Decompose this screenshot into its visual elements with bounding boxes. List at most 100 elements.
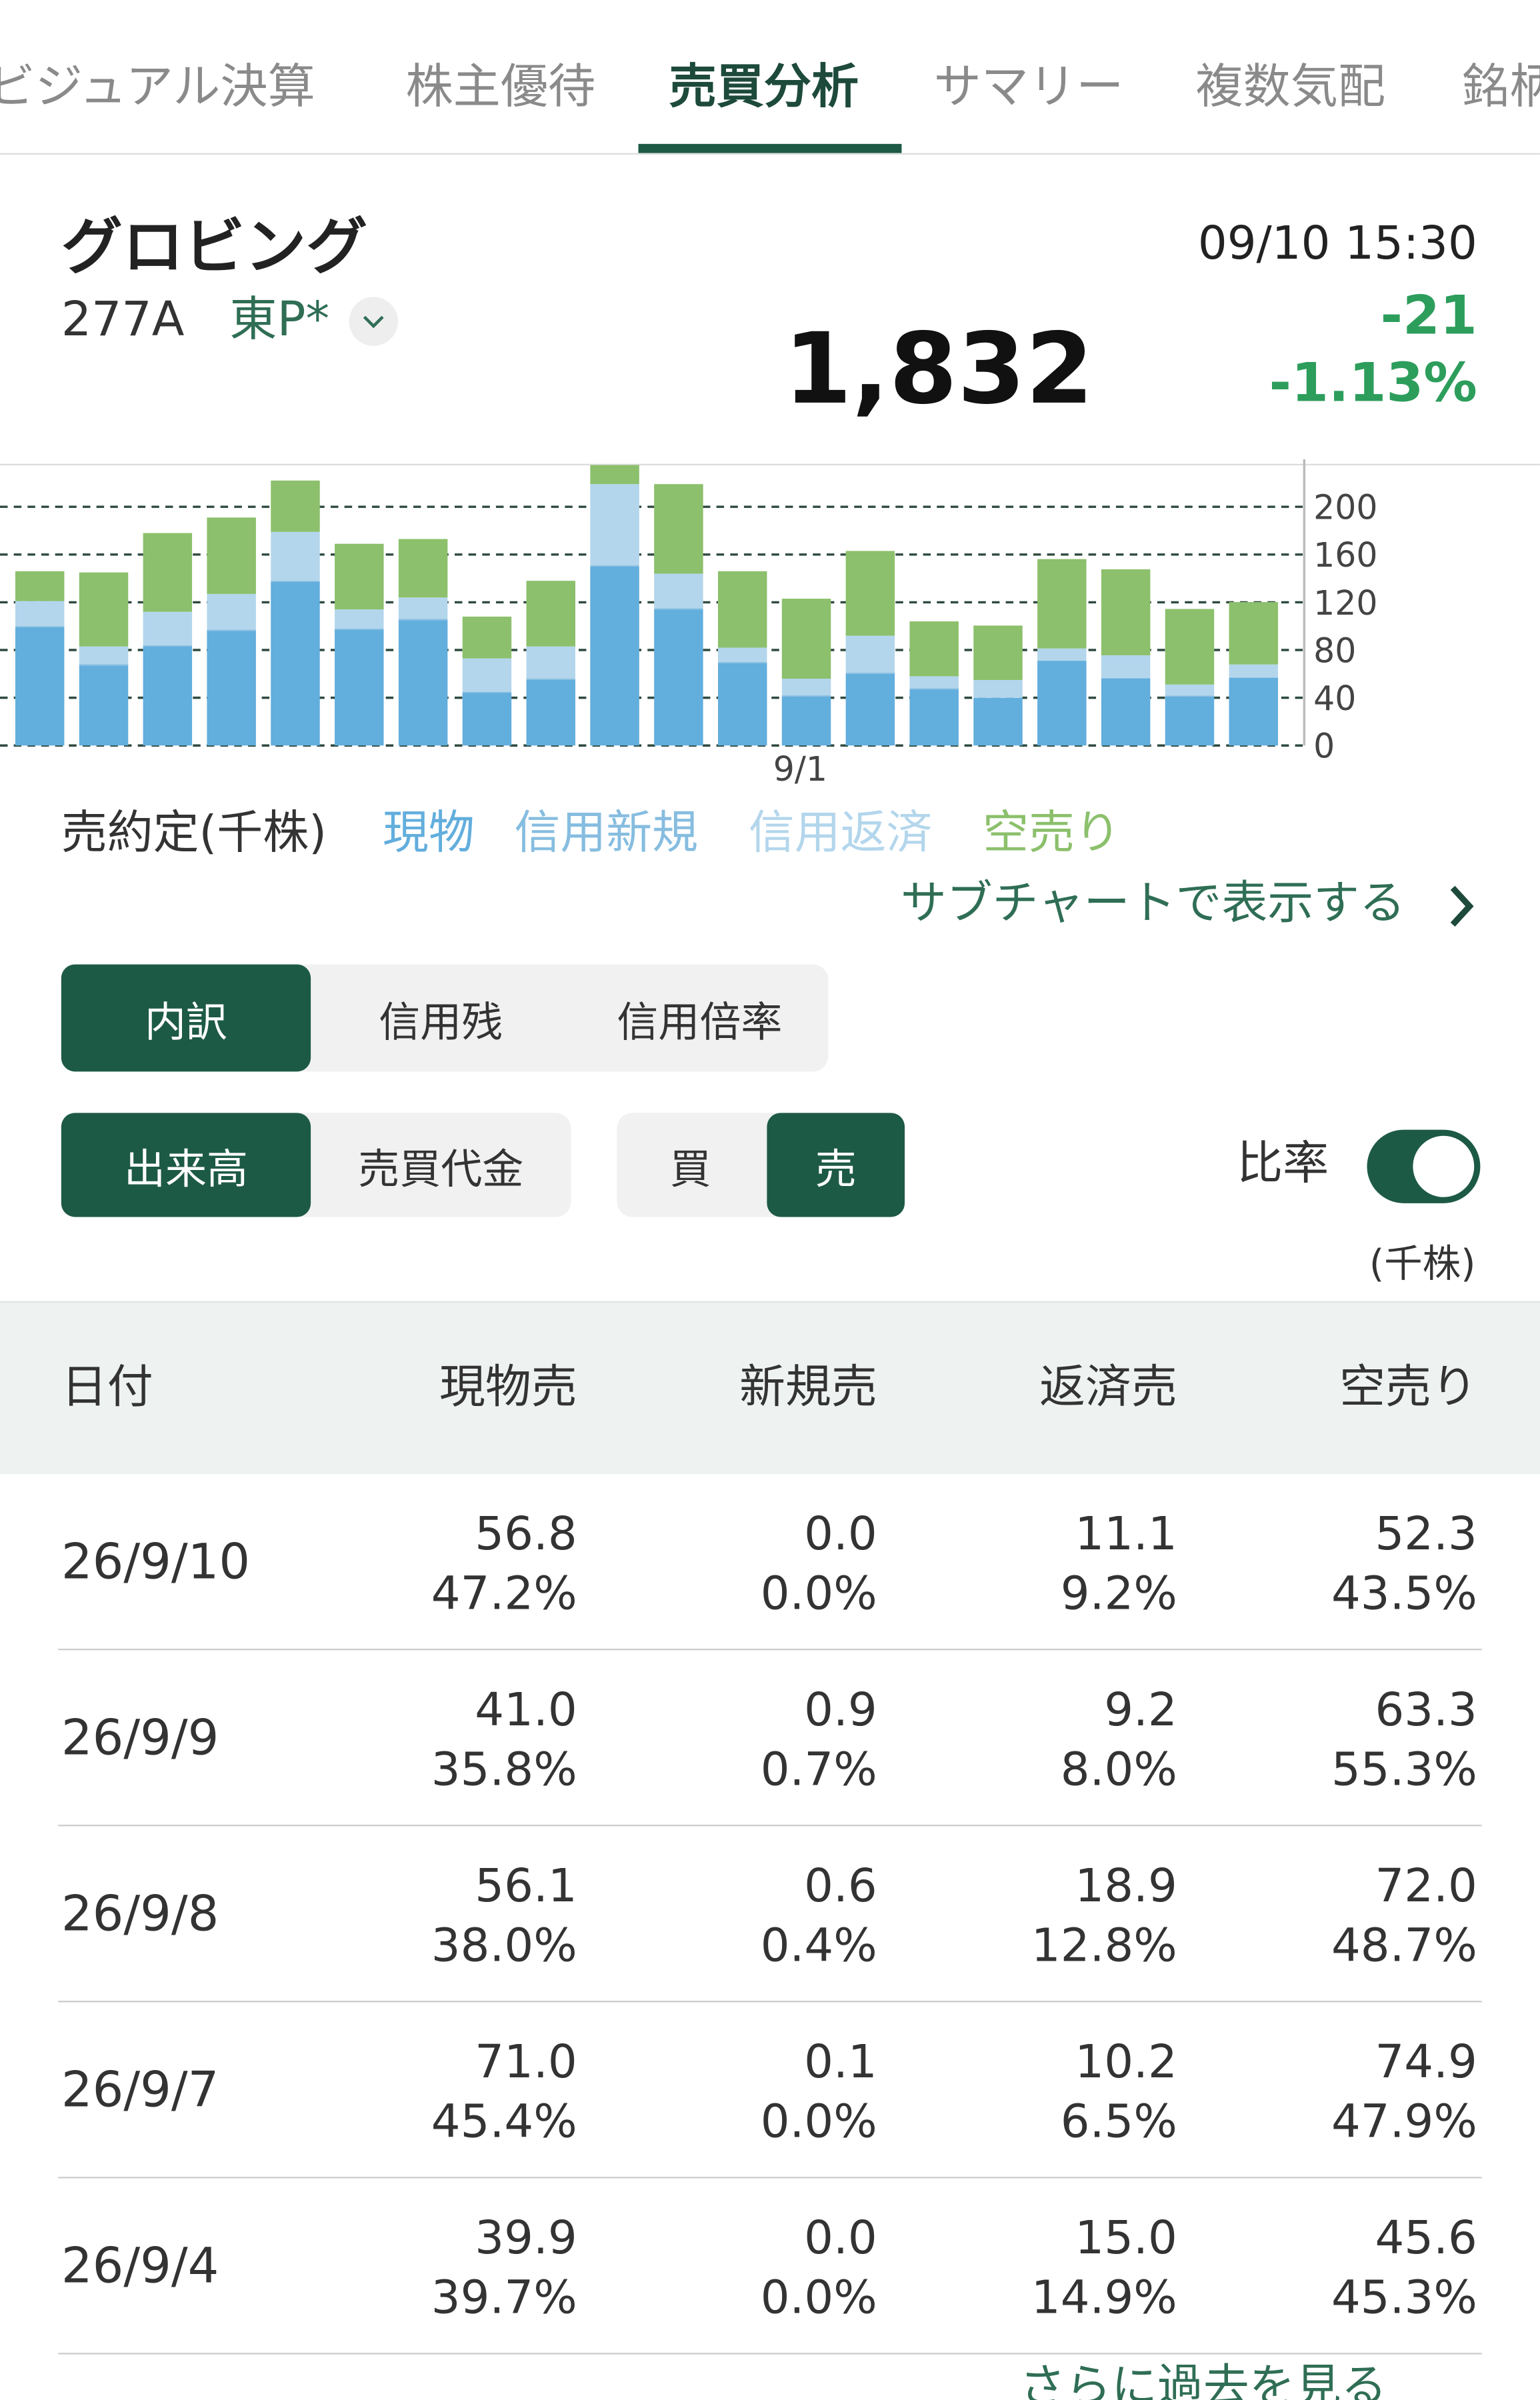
bar-segment xyxy=(1165,684,1215,696)
change: -21 xyxy=(1380,286,1477,348)
bar-segment xyxy=(909,688,959,690)
bar-segment xyxy=(526,679,576,746)
cell-value: 71.0 xyxy=(475,2035,577,2090)
row-divider xyxy=(58,1825,1482,1827)
bar-segment xyxy=(15,627,65,746)
chart: 0 40 80 120 160 200 9/1 xyxy=(0,459,1378,789)
cell-value: 72.0 xyxy=(1375,1859,1477,1914)
bar-segment xyxy=(398,539,448,598)
bar-segment xyxy=(973,625,1023,680)
y-tick-label: 40 xyxy=(1313,679,1356,718)
cell-value: 63.3 xyxy=(1375,1683,1477,1738)
column-header: 日付 xyxy=(61,1361,153,1415)
bar-segment xyxy=(79,665,129,746)
bar-segment xyxy=(654,484,703,574)
cell-percent: 55.3% xyxy=(1331,1743,1477,1797)
bar-segment xyxy=(462,691,512,693)
legend-item[interactable]: 現物 xyxy=(383,807,475,861)
legend-item[interactable]: 信用新規 xyxy=(514,807,699,861)
cell-value: 0.0 xyxy=(804,1507,877,1562)
time: 09/10 15:30 xyxy=(1197,217,1477,271)
bar-segment xyxy=(1101,677,1151,679)
legend-item[interactable]: 信用返済 xyxy=(748,807,933,861)
bar-segment xyxy=(271,581,320,746)
y-tick-label: 160 xyxy=(1313,535,1377,575)
market-dropdown[interactable] xyxy=(349,297,399,346)
bar-segment xyxy=(1101,678,1151,746)
button[interactable]: 信用残 xyxy=(379,999,503,1047)
ratio-label: 比率 xyxy=(1237,1137,1329,1191)
button[interactable]: 買 xyxy=(669,1145,711,1193)
cell-percent: 48.7% xyxy=(1331,1919,1477,1973)
bar-segment xyxy=(271,531,320,581)
cell-value: 0.1 xyxy=(804,2035,877,2090)
cell-value: 74.9 xyxy=(1375,2035,1477,2090)
tab[interactable]: 株主優待 xyxy=(405,59,596,115)
bar-segment xyxy=(398,619,448,621)
bar-segment xyxy=(335,629,384,746)
bar-segment xyxy=(15,626,65,628)
button[interactable]: 内訳 xyxy=(61,964,311,1072)
cell-percent: 45.4% xyxy=(431,2095,577,2149)
cell-value: 10.2 xyxy=(1075,2035,1177,2090)
column-header: 新規売 xyxy=(739,1361,877,1415)
bar-segment xyxy=(845,673,895,674)
cell-value: 39.9 xyxy=(475,2212,577,2266)
tab[interactable]: 複数気配 xyxy=(1195,59,1386,115)
bar-segment xyxy=(909,621,959,677)
bar-segment xyxy=(526,678,576,680)
change-pct: -1.13% xyxy=(1269,353,1477,415)
bar-segment xyxy=(335,609,384,629)
unit: (千株) xyxy=(1369,1241,1476,1286)
bar-segment xyxy=(1165,695,1215,697)
tab[interactable]: サマリー xyxy=(933,59,1124,115)
bar-segment xyxy=(781,695,831,697)
more-link[interactable]: さらに過去を見る xyxy=(1019,2360,1387,2400)
tab[interactable]: ビジュアル決算 xyxy=(0,59,315,115)
cell-value: 41.0 xyxy=(475,1683,577,1738)
bar-segment xyxy=(207,593,256,630)
bar-segment xyxy=(1037,559,1087,649)
cell-percent: 0.0% xyxy=(760,1567,877,1621)
row-divider xyxy=(58,2177,1482,2179)
bar-segment xyxy=(973,697,1023,746)
tab-active[interactable]: 売買分析 xyxy=(669,59,859,115)
bar-segment xyxy=(335,628,384,630)
cell-value: 15.0 xyxy=(1075,2212,1177,2266)
bar-segment xyxy=(1037,648,1087,661)
bar-segment xyxy=(1229,602,1279,665)
sub-chart-link[interactable]: サブチャートで表示する xyxy=(900,877,1405,931)
row-date: 26/9/4 xyxy=(61,2236,219,2295)
button[interactable]: 出来高 xyxy=(61,1113,311,1217)
bar-segment xyxy=(15,601,65,627)
button[interactable]: 売 xyxy=(767,1113,905,1217)
ratio-switch[interactable] xyxy=(1367,1129,1481,1203)
cell-percent: 47.9% xyxy=(1331,2095,1477,2149)
bar-segment xyxy=(143,646,193,746)
bar-segment xyxy=(1165,696,1215,746)
cell-value: 18.9 xyxy=(1075,1859,1177,1914)
bar-segment xyxy=(590,465,639,485)
tab[interactable]: 銘柄 xyxy=(1461,59,1540,115)
cell-percent: 35.8% xyxy=(431,1743,577,1797)
cell-percent: 12.8% xyxy=(1031,1919,1177,1973)
divider xyxy=(0,463,1540,466)
button[interactable]: 売買代金 xyxy=(358,1145,524,1193)
bar-segment xyxy=(717,661,767,663)
bar-segment xyxy=(845,673,895,746)
price: 1,832 xyxy=(783,313,1094,427)
bar-segment xyxy=(143,645,193,647)
bar-segment xyxy=(462,658,512,692)
button[interactable]: 信用倍率 xyxy=(617,999,783,1047)
tab-underline xyxy=(638,143,902,153)
market[interactable]: 東P* xyxy=(229,292,330,348)
bar-segment xyxy=(1229,664,1279,678)
bar-segment xyxy=(271,480,320,532)
bar-segment xyxy=(781,678,831,696)
x-tick-label: 9/1 xyxy=(773,749,827,788)
legend-item[interactable]: 空売り xyxy=(983,807,1121,861)
cell-value: 52.3 xyxy=(1375,1507,1477,1562)
cell-percent: 6.5% xyxy=(1060,2095,1177,2149)
divider xyxy=(0,153,1540,155)
bar-segment xyxy=(143,533,193,612)
